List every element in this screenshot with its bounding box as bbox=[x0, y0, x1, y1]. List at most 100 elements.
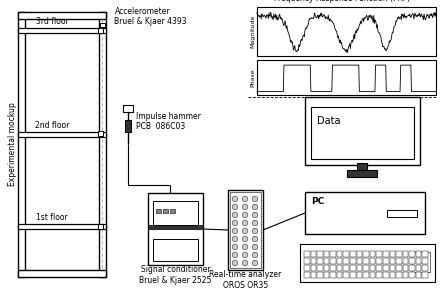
Bar bbox=[370, 272, 375, 278]
Bar bbox=[383, 258, 389, 264]
Circle shape bbox=[252, 260, 258, 266]
Bar bbox=[311, 107, 414, 159]
Bar bbox=[324, 251, 329, 257]
Bar bbox=[423, 265, 428, 271]
Text: Data: Data bbox=[317, 116, 341, 126]
Bar bbox=[330, 251, 336, 257]
Bar bbox=[18, 12, 25, 277]
Circle shape bbox=[252, 252, 258, 258]
Bar bbox=[18, 224, 106, 229]
Bar bbox=[153, 201, 198, 225]
Bar bbox=[377, 258, 382, 264]
Circle shape bbox=[252, 228, 258, 234]
Bar bbox=[305, 97, 420, 165]
Text: Frequency Response Function (FRF): Frequency Response Function (FRF) bbox=[274, 0, 410, 3]
Bar bbox=[363, 258, 369, 264]
Bar bbox=[330, 272, 336, 278]
Bar bbox=[377, 272, 382, 278]
Bar bbox=[389, 272, 395, 278]
Bar bbox=[317, 251, 323, 257]
Bar bbox=[387, 210, 417, 217]
Bar bbox=[304, 272, 310, 278]
Circle shape bbox=[242, 212, 248, 218]
Text: Phase: Phase bbox=[250, 68, 255, 87]
Bar bbox=[383, 272, 389, 278]
Bar bbox=[409, 272, 415, 278]
Bar bbox=[304, 251, 310, 257]
Bar bbox=[357, 258, 362, 264]
Bar bbox=[304, 265, 310, 271]
Circle shape bbox=[252, 196, 258, 202]
Bar bbox=[337, 258, 342, 264]
Circle shape bbox=[232, 212, 238, 218]
Circle shape bbox=[242, 252, 248, 258]
Text: Experimental mockup: Experimental mockup bbox=[8, 102, 18, 186]
Bar bbox=[363, 265, 369, 271]
Bar bbox=[357, 251, 362, 257]
Bar bbox=[409, 258, 415, 264]
Bar bbox=[156, 209, 161, 213]
Bar bbox=[343, 272, 349, 278]
Bar bbox=[343, 265, 349, 271]
Circle shape bbox=[252, 220, 258, 226]
Bar bbox=[170, 209, 175, 213]
Bar bbox=[98, 131, 103, 136]
Bar bbox=[403, 251, 408, 257]
Circle shape bbox=[242, 220, 248, 226]
Text: Real-time analyzer
OROS OR35: Real-time analyzer OROS OR35 bbox=[210, 270, 282, 290]
Bar bbox=[416, 251, 421, 257]
Bar bbox=[343, 251, 349, 257]
Circle shape bbox=[232, 252, 238, 258]
Bar bbox=[153, 239, 198, 261]
Bar bbox=[163, 209, 168, 213]
Circle shape bbox=[252, 204, 258, 210]
Bar bbox=[383, 265, 389, 271]
Bar bbox=[311, 258, 316, 264]
Bar bbox=[370, 251, 375, 257]
Bar bbox=[363, 251, 369, 257]
Bar bbox=[311, 265, 316, 271]
Bar bbox=[257, 7, 436, 56]
Circle shape bbox=[242, 228, 248, 234]
Circle shape bbox=[232, 196, 238, 202]
Circle shape bbox=[232, 260, 238, 266]
Bar bbox=[363, 272, 369, 278]
Bar bbox=[101, 23, 105, 27]
Bar bbox=[357, 265, 362, 271]
Bar bbox=[383, 251, 389, 257]
Bar bbox=[18, 270, 106, 277]
Circle shape bbox=[252, 244, 258, 250]
Circle shape bbox=[252, 236, 258, 242]
Bar bbox=[416, 265, 421, 271]
Bar bbox=[311, 251, 316, 257]
Bar bbox=[337, 265, 342, 271]
Circle shape bbox=[242, 236, 248, 242]
Bar bbox=[148, 193, 203, 265]
Bar bbox=[324, 258, 329, 264]
Text: Accelerometer
Bruel & Kjaer 4393: Accelerometer Bruel & Kjaer 4393 bbox=[114, 6, 187, 26]
Text: 3rd floor: 3rd floor bbox=[35, 17, 68, 26]
Text: 1st floor: 1st floor bbox=[36, 213, 68, 222]
Bar bbox=[396, 265, 402, 271]
Bar bbox=[416, 272, 421, 278]
Bar bbox=[423, 258, 428, 264]
Text: Impulse hammer
PCB  086C03: Impulse hammer PCB 086C03 bbox=[136, 112, 201, 131]
Bar bbox=[317, 272, 323, 278]
Bar bbox=[228, 190, 263, 270]
Bar bbox=[305, 192, 425, 234]
Bar bbox=[317, 265, 323, 271]
Bar bbox=[377, 251, 382, 257]
Circle shape bbox=[232, 228, 238, 234]
Bar bbox=[389, 265, 395, 271]
Bar bbox=[350, 258, 356, 264]
Bar bbox=[123, 105, 133, 112]
Circle shape bbox=[232, 236, 238, 242]
Circle shape bbox=[242, 260, 248, 266]
Bar bbox=[389, 251, 395, 257]
Bar bbox=[300, 244, 435, 282]
Bar bbox=[350, 251, 356, 257]
Bar bbox=[330, 258, 336, 264]
Text: Magnitude: Magnitude bbox=[250, 15, 255, 48]
Circle shape bbox=[252, 212, 258, 218]
Bar bbox=[416, 258, 421, 264]
